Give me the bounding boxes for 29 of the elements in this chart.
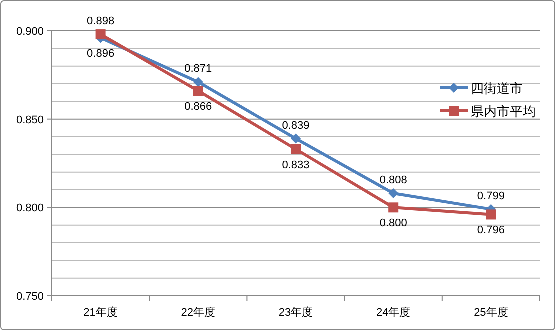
point (193, 77, 204, 88)
point (291, 144, 301, 154)
y-tick-label: 0.750 (16, 291, 44, 303)
x-tick-label: 23年度 (278, 306, 314, 319)
point (388, 202, 399, 213)
x-tick-label: 21年度 (84, 306, 118, 319)
point (486, 210, 496, 220)
data-label: 0.800 (380, 218, 408, 230)
point (291, 134, 301, 144)
x-tick-label: 24年度 (376, 306, 411, 319)
data-label: 0.796 (477, 224, 505, 237)
data-label: 0.839 (282, 120, 310, 132)
point (193, 86, 204, 96)
point (96, 30, 106, 40)
data-label: 0.833 (282, 159, 310, 172)
data-label: 0.866 (184, 101, 212, 114)
data-label: 0.898 (87, 16, 115, 28)
legend-label: 四街道市 (471, 81, 523, 96)
x-tick-label: 25年度 (474, 306, 508, 319)
point (388, 188, 399, 199)
y-tick-label: 0.900 (16, 26, 44, 38)
data-label: 0.871 (184, 63, 212, 76)
y-tick-label: 0.800 (16, 202, 44, 215)
data-label: 0.896 (87, 48, 115, 60)
data-label: 0.799 (477, 190, 505, 202)
y-tick-label: 0.850 (16, 114, 44, 126)
legend-label: 県内市平均 (471, 104, 536, 119)
data-label: 0.808 (380, 174, 408, 187)
x-tick-label: 22年度 (181, 306, 216, 319)
